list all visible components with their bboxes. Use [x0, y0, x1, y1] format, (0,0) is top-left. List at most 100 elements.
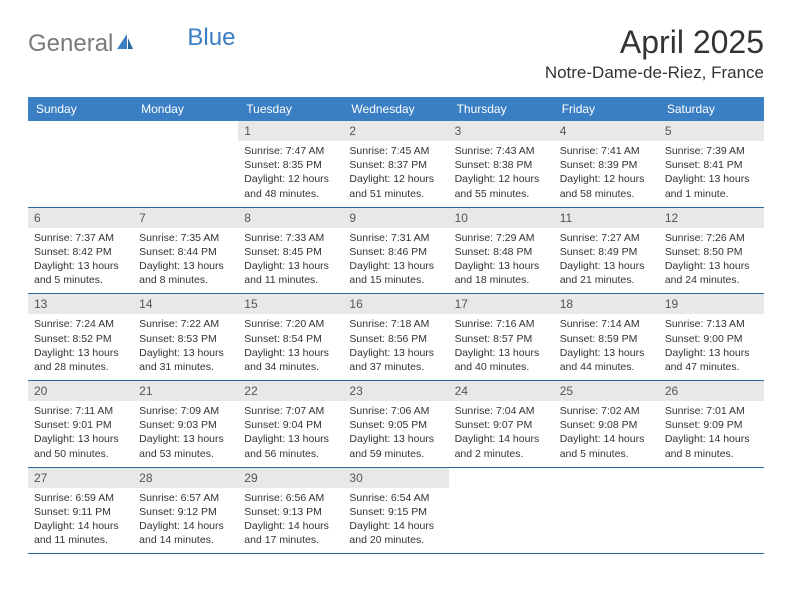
daylight-text-1: Daylight: 13 hours	[34, 259, 127, 273]
day-cell: 21Sunrise: 7:09 AMSunset: 9:03 PMDayligh…	[133, 381, 238, 467]
sunrise-text: Sunrise: 7:26 AM	[665, 231, 758, 245]
daylight-text-1: Daylight: 13 hours	[244, 432, 337, 446]
daylight-text-2: and 2 minutes.	[455, 447, 548, 461]
daylight-text-1: Daylight: 12 hours	[455, 172, 548, 186]
daylight-text-2: and 8 minutes.	[139, 273, 232, 287]
day-details: Sunrise: 7:04 AMSunset: 9:07 PMDaylight:…	[449, 401, 554, 467]
sunset-text: Sunset: 8:42 PM	[34, 245, 127, 259]
sunset-text: Sunset: 8:50 PM	[665, 245, 758, 259]
day-details: Sunrise: 7:39 AMSunset: 8:41 PMDaylight:…	[659, 141, 764, 207]
daylight-text-1: Daylight: 13 hours	[139, 346, 232, 360]
day-details: Sunrise: 6:56 AMSunset: 9:13 PMDaylight:…	[238, 488, 343, 554]
sunrise-text: Sunrise: 7:24 AM	[34, 317, 127, 331]
sunrise-text: Sunrise: 7:27 AM	[560, 231, 653, 245]
daylight-text-2: and 21 minutes.	[560, 273, 653, 287]
day-number: 17	[449, 294, 554, 314]
day-number: 2	[343, 121, 448, 141]
day-details: Sunrise: 7:43 AMSunset: 8:38 PMDaylight:…	[449, 141, 554, 207]
day-details: Sunrise: 7:47 AMSunset: 8:35 PMDaylight:…	[238, 141, 343, 207]
day-number: 4	[554, 121, 659, 141]
empty-day-cell	[659, 468, 764, 554]
daylight-text-1: Daylight: 14 hours	[349, 519, 442, 533]
empty-day-cell	[554, 468, 659, 554]
sunrise-text: Sunrise: 7:39 AM	[665, 144, 758, 158]
daylight-text-2: and 20 minutes.	[349, 533, 442, 547]
daylight-text-1: Daylight: 12 hours	[349, 172, 442, 186]
day-details: Sunrise: 7:07 AMSunset: 9:04 PMDaylight:…	[238, 401, 343, 467]
day-cell: 10Sunrise: 7:29 AMSunset: 8:48 PMDayligh…	[449, 208, 554, 294]
day-number: 22	[238, 381, 343, 401]
daylight-text-1: Daylight: 13 hours	[139, 259, 232, 273]
sunset-text: Sunset: 9:04 PM	[244, 418, 337, 432]
day-number: 20	[28, 381, 133, 401]
day-details: Sunrise: 7:45 AMSunset: 8:37 PMDaylight:…	[343, 141, 448, 207]
logo: General Blue	[28, 24, 235, 58]
logo-sail-icon	[115, 32, 135, 57]
weekday-header-cell: Monday	[133, 97, 238, 121]
sunset-text: Sunset: 8:59 PM	[560, 332, 653, 346]
day-details: Sunrise: 7:13 AMSunset: 9:00 PMDaylight:…	[659, 314, 764, 380]
sunrise-text: Sunrise: 7:09 AM	[139, 404, 232, 418]
sunset-text: Sunset: 9:09 PM	[665, 418, 758, 432]
week-row: 20Sunrise: 7:11 AMSunset: 9:01 PMDayligh…	[28, 381, 764, 468]
logo-text-blue: Blue	[187, 24, 235, 52]
sunset-text: Sunset: 8:56 PM	[349, 332, 442, 346]
sunrise-text: Sunrise: 7:06 AM	[349, 404, 442, 418]
sunset-text: Sunset: 8:44 PM	[139, 245, 232, 259]
day-cell: 12Sunrise: 7:26 AMSunset: 8:50 PMDayligh…	[659, 208, 764, 294]
sunrise-text: Sunrise: 7:07 AM	[244, 404, 337, 418]
daylight-text-1: Daylight: 14 hours	[244, 519, 337, 533]
day-cell: 25Sunrise: 7:02 AMSunset: 9:08 PMDayligh…	[554, 381, 659, 467]
daylight-text-2: and 11 minutes.	[244, 273, 337, 287]
sunset-text: Sunset: 8:53 PM	[139, 332, 232, 346]
daylight-text-1: Daylight: 13 hours	[34, 346, 127, 360]
day-cell: 13Sunrise: 7:24 AMSunset: 8:52 PMDayligh…	[28, 294, 133, 380]
day-cell: 4Sunrise: 7:41 AMSunset: 8:39 PMDaylight…	[554, 121, 659, 207]
day-details: Sunrise: 7:27 AMSunset: 8:49 PMDaylight:…	[554, 228, 659, 294]
sunset-text: Sunset: 8:41 PM	[665, 158, 758, 172]
day-cell: 15Sunrise: 7:20 AMSunset: 8:54 PMDayligh…	[238, 294, 343, 380]
day-cell: 3Sunrise: 7:43 AMSunset: 8:38 PMDaylight…	[449, 121, 554, 207]
daylight-text-1: Daylight: 13 hours	[665, 346, 758, 360]
daylight-text-2: and 17 minutes.	[244, 533, 337, 547]
daylight-text-2: and 8 minutes.	[665, 447, 758, 461]
sunset-text: Sunset: 8:38 PM	[455, 158, 548, 172]
sunrise-text: Sunrise: 7:22 AM	[139, 317, 232, 331]
daylight-text-1: Daylight: 14 hours	[560, 432, 653, 446]
daylight-text-2: and 40 minutes.	[455, 360, 548, 374]
day-details: Sunrise: 7:41 AMSunset: 8:39 PMDaylight:…	[554, 141, 659, 207]
daylight-text-2: and 5 minutes.	[560, 447, 653, 461]
sunset-text: Sunset: 8:48 PM	[455, 245, 548, 259]
sunset-text: Sunset: 8:45 PM	[244, 245, 337, 259]
daylight-text-1: Daylight: 14 hours	[665, 432, 758, 446]
day-cell: 9Sunrise: 7:31 AMSunset: 8:46 PMDaylight…	[343, 208, 448, 294]
weekday-header-cell: Thursday	[449, 97, 554, 121]
daylight-text-1: Daylight: 13 hours	[349, 432, 442, 446]
daylight-text-2: and 47 minutes.	[665, 360, 758, 374]
day-details: Sunrise: 7:14 AMSunset: 8:59 PMDaylight:…	[554, 314, 659, 380]
sunrise-text: Sunrise: 7:18 AM	[349, 317, 442, 331]
weekday-header-cell: Saturday	[659, 97, 764, 121]
sunset-text: Sunset: 8:37 PM	[349, 158, 442, 172]
sunset-text: Sunset: 9:07 PM	[455, 418, 548, 432]
day-number: 9	[343, 208, 448, 228]
daylight-text-2: and 28 minutes.	[34, 360, 127, 374]
day-number: 21	[133, 381, 238, 401]
day-cell: 11Sunrise: 7:27 AMSunset: 8:49 PMDayligh…	[554, 208, 659, 294]
weekday-header-row: SundayMondayTuesdayWednesdayThursdayFrid…	[28, 97, 764, 121]
daylight-text-2: and 14 minutes.	[139, 533, 232, 547]
sunrise-text: Sunrise: 6:57 AM	[139, 491, 232, 505]
day-number: 1	[238, 121, 343, 141]
daylight-text-2: and 24 minutes.	[665, 273, 758, 287]
daylight-text-1: Daylight: 13 hours	[244, 346, 337, 360]
sunrise-text: Sunrise: 7:04 AM	[455, 404, 548, 418]
daylight-text-2: and 51 minutes.	[349, 187, 442, 201]
sunrise-text: Sunrise: 7:35 AM	[139, 231, 232, 245]
sunset-text: Sunset: 9:00 PM	[665, 332, 758, 346]
title-block: April 2025 Notre-Dame-de-Riez, France	[545, 24, 764, 83]
sunset-text: Sunset: 8:52 PM	[34, 332, 127, 346]
page-header: General Blue April 2025 Notre-Dame-de-Ri…	[28, 24, 764, 83]
month-title: April 2025	[545, 24, 764, 61]
daylight-text-2: and 37 minutes.	[349, 360, 442, 374]
day-cell: 23Sunrise: 7:06 AMSunset: 9:05 PMDayligh…	[343, 381, 448, 467]
